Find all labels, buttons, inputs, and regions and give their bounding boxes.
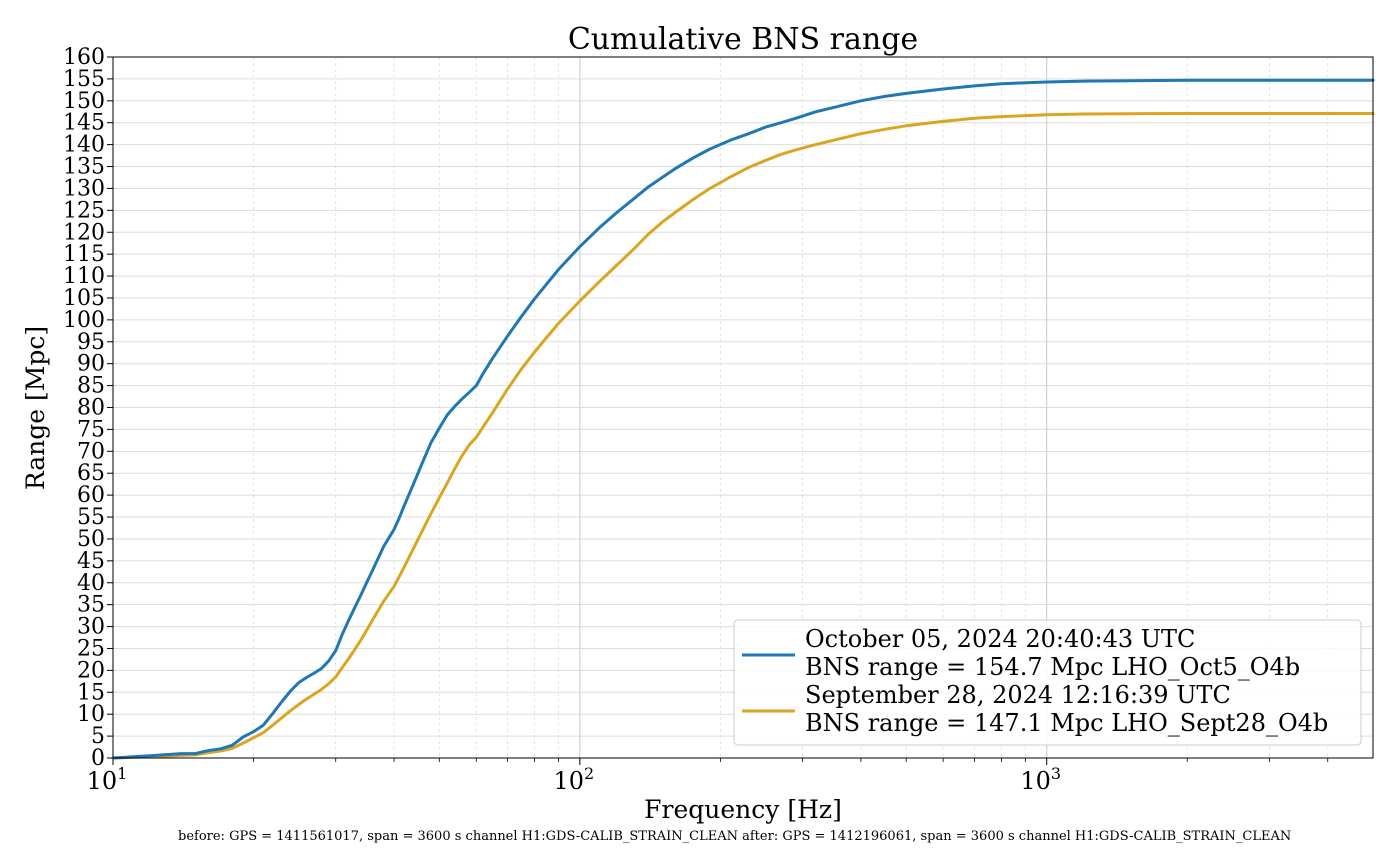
y-tick-label: 25 bbox=[77, 636, 105, 661]
y-tick-label: 105 bbox=[63, 286, 105, 311]
x-tick-label: 103 bbox=[1020, 764, 1061, 795]
y-tick-label: 145 bbox=[63, 111, 105, 136]
y-tick-label: 60 bbox=[77, 483, 105, 508]
y-tick-label: 5 bbox=[91, 724, 105, 749]
y-tick-label: 10 bbox=[77, 702, 105, 727]
series-line-1 bbox=[111, 112, 1375, 760]
y-tick-label: 30 bbox=[77, 615, 105, 640]
y-tick-label: 90 bbox=[77, 352, 105, 377]
y-tick-label: 100 bbox=[63, 308, 105, 333]
y-tick-label: 85 bbox=[77, 374, 105, 399]
y-tick-label: 75 bbox=[77, 417, 105, 442]
y-tick-label: 50 bbox=[77, 527, 105, 552]
series-lines bbox=[111, 78, 1375, 760]
x-tick-label: 102 bbox=[553, 764, 594, 795]
y-tick-label: 130 bbox=[63, 176, 105, 201]
legend-label-september-range: BNS range = 147.1 Mpc LHO_Sept28_O4b bbox=[805, 709, 1328, 737]
y-tick-label: 20 bbox=[77, 658, 105, 683]
y-tick-label: 115 bbox=[63, 242, 105, 267]
y-tick-label: 125 bbox=[63, 198, 105, 223]
y-tick-label: 15 bbox=[77, 680, 105, 705]
y-tick-label: 160 bbox=[63, 45, 105, 70]
x-tick-label: 101 bbox=[87, 764, 128, 795]
y-tick-label: 140 bbox=[63, 133, 105, 158]
legend-label-october: October 05, 2024 20:40:43 UTC bbox=[805, 625, 1195, 653]
y-tick-label: 95 bbox=[77, 330, 105, 355]
y-tick-label: 65 bbox=[77, 461, 105, 486]
y-tick-label: 0 bbox=[91, 746, 105, 771]
chart-title: Cumulative BNS range bbox=[568, 22, 918, 57]
y-axis-label: Range [Mpc] bbox=[21, 326, 50, 490]
x-axis-label: Frequency [Hz] bbox=[644, 795, 842, 824]
axis-ticks: 0510152025303540455055606570758085909510… bbox=[63, 45, 1329, 795]
y-tick-label: 155 bbox=[63, 67, 105, 92]
y-tick-label: 120 bbox=[63, 220, 105, 245]
y-tick-label: 45 bbox=[77, 549, 105, 574]
legend-label-october-range: BNS range = 154.7 Mpc LHO_Oct5_O4b bbox=[805, 653, 1300, 681]
legend: October 05, 2024 20:40:43 UTC BNS range … bbox=[733, 619, 1362, 746]
y-tick-label: 80 bbox=[77, 396, 105, 421]
legend-label-september: September 28, 2024 12:16:39 UTC bbox=[805, 681, 1231, 709]
y-tick-label: 110 bbox=[63, 264, 105, 289]
plot-frame bbox=[112, 56, 1374, 759]
y-tick-label: 55 bbox=[77, 505, 105, 530]
y-tick-label: 135 bbox=[63, 155, 105, 180]
y-tick-label: 70 bbox=[77, 439, 105, 464]
y-tick-label: 150 bbox=[63, 89, 105, 114]
y-tick-label: 40 bbox=[77, 571, 105, 596]
footer-note: before: GPS = 1411561017, span = 3600 s … bbox=[178, 829, 1292, 844]
y-tick-label: 35 bbox=[77, 593, 105, 618]
series-line-0 bbox=[111, 78, 1375, 760]
legend-box bbox=[733, 619, 1362, 746]
